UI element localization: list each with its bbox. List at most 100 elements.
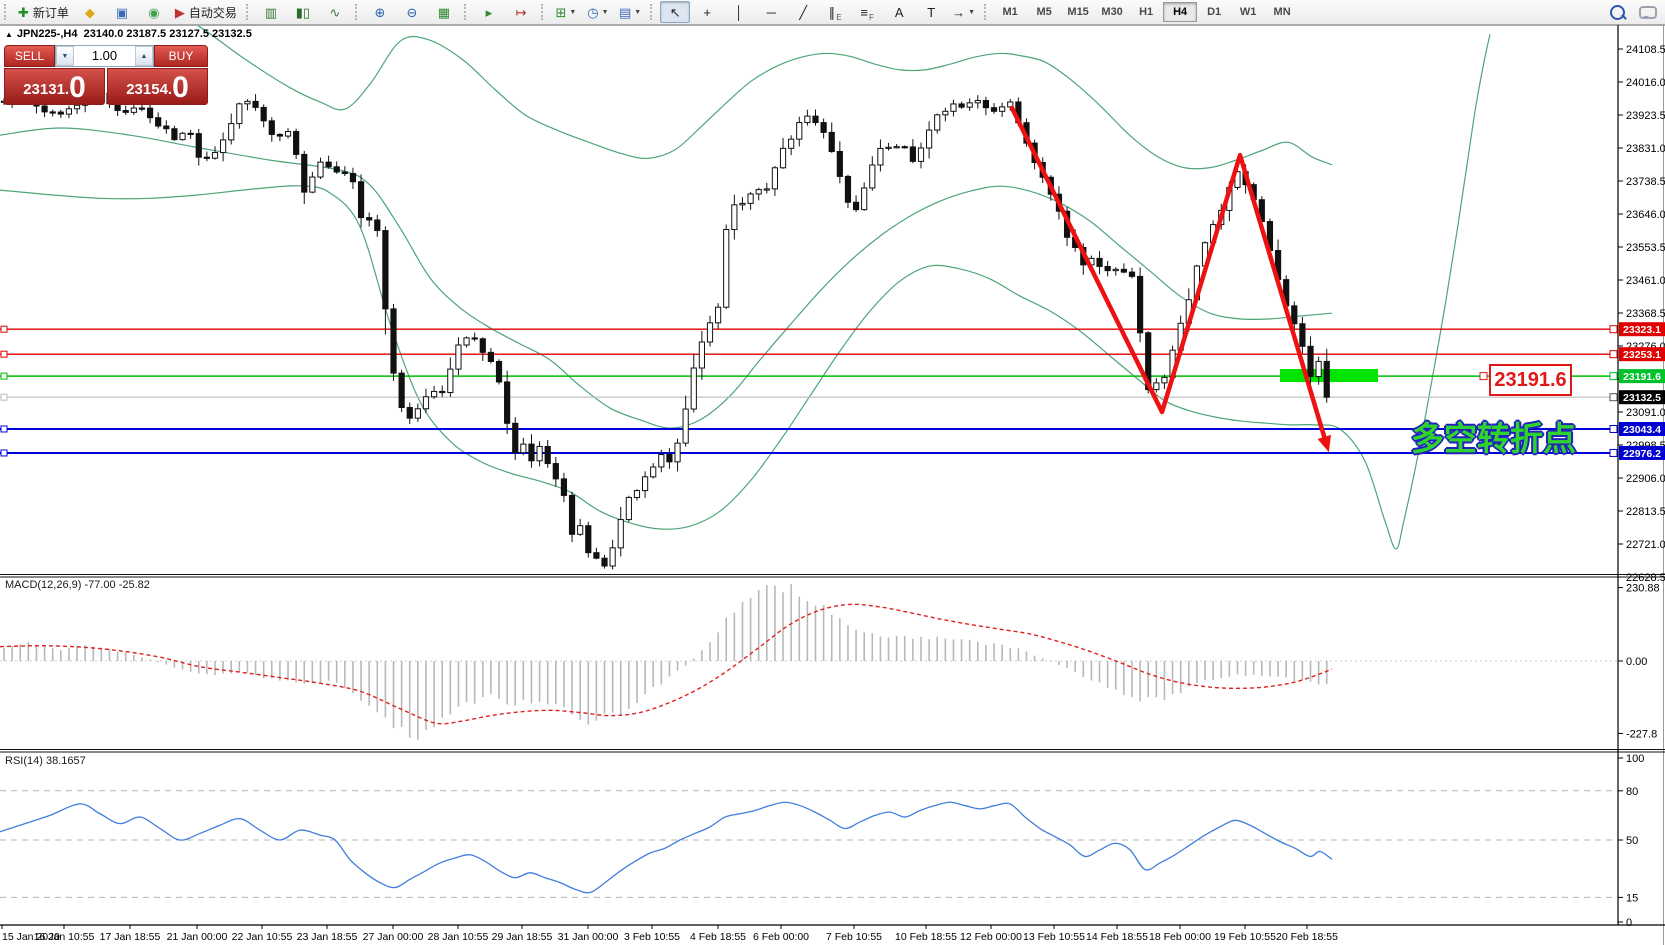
candle-bull [885,146,892,149]
signals-icon[interactable]: ◉ [139,1,169,23]
profiles-button[interactable]: ◷ ▼ [583,1,613,23]
hline-axis-handle[interactable] [1609,350,1618,359]
candle-bull [715,306,722,324]
timeframe-h4[interactable]: H4 [1163,2,1198,22]
hline-axis-handle[interactable] [1609,393,1618,402]
rsi-tick-label: 15 [1626,892,1638,904]
buy-button[interactable]: BUY [154,45,208,67]
candle-bull [877,147,884,166]
hline-axis-handle[interactable] [1609,424,1618,433]
candle-bear [1128,271,1136,277]
market-watch-icon[interactable]: ▣ [107,1,137,23]
sell-button[interactable]: SELL [4,45,55,67]
trendline-button[interactable]: ╱ [788,1,818,23]
candle-bull [1161,376,1168,384]
buy-price[interactable]: 23154. 0 [107,68,208,105]
timeframe-w1[interactable]: W1 [1239,6,1257,18]
candle-bull [430,390,438,398]
chat-icon[interactable] [1639,5,1657,19]
new-order-button[interactable]: ✚ 新订单 [14,1,73,23]
vertical-line-button[interactable]: │ [724,1,754,23]
tile-windows-button[interactable]: ▦ [429,1,459,23]
candle-bear [155,117,162,127]
cursor-button[interactable]: ↖ [660,1,691,23]
price-badge-label: 22976.2 [1623,448,1661,460]
timeframe-m15[interactable]: M15 [1067,6,1089,18]
search-icon[interactable] [1610,4,1625,20]
candle-bear [333,166,340,173]
candle-bear [203,156,210,159]
candle-bear [828,131,835,152]
candle-bear [163,125,170,130]
profiles-button-dropdown-icon[interactable]: ▼ [601,8,609,16]
text-label-button[interactable]: T [916,1,946,23]
candle-bear [909,146,916,162]
price-badge-label: 23191.6 [1623,371,1661,383]
timeframe-d1[interactable]: D1 [1207,6,1222,18]
hline-handle[interactable] [0,425,8,433]
horizontal-line-button[interactable]: ─ [756,1,786,23]
candle-bull [73,104,81,110]
fibonacci-button[interactable]: ≡ F [852,1,882,23]
chart-template-button[interactable]: ▤ ▼ [615,1,645,23]
hline-axis-handle[interactable] [1609,372,1618,381]
timeframe-m1[interactable]: M1 [1002,6,1018,18]
timeframe-h1[interactable]: H1 [1139,6,1154,18]
arrows-button-dropdown-icon[interactable]: ▼ [968,8,976,16]
hline-axis-handle[interactable] [1609,325,1618,334]
auto-scroll-button[interactable]: ▸ [474,1,504,23]
new-chart-button[interactable]: ⊞ ▼ [551,1,581,23]
price-tick-label: 23831.0 [1626,143,1665,155]
hline-axis-handle[interactable] [1609,448,1618,457]
timeframe-m5[interactable]: M5 [1036,6,1052,18]
zoom-in-button[interactable]: ⊕ [365,1,395,23]
hline-handle[interactable] [0,449,8,457]
candle-bear [366,217,373,221]
hline-handle[interactable] [0,393,8,401]
candle-bull [747,193,754,204]
text-button[interactable]: A [884,1,914,23]
rsi-line [0,801,1333,894]
volume-stepper: ▼ 1.00 ▲ [55,45,154,67]
styler-icon[interactable]: ◆ [75,1,105,23]
timeframe-m30[interactable]: M30 [1101,6,1123,18]
price-tick-label: 23553.5 [1626,242,1665,254]
channel-button[interactable]: ∥ E [820,1,850,23]
candle-bear [852,201,860,211]
collapse-icon[interactable]: ▲ [5,30,13,39]
new-chart-button-dropdown-icon[interactable]: ▼ [569,8,577,16]
annotation-text-cn[interactable]: 多空转折点 [1411,420,1576,457]
sell-price[interactable]: 23131. 0 [4,68,105,105]
zoom-out-button[interactable]: ⊖ [397,1,427,23]
candle-bear [325,161,332,168]
chart-template-button-dropdown-icon[interactable]: ▼ [634,8,642,16]
volume-value[interactable]: 1.00 [91,48,118,63]
volume-down-button[interactable]: ▼ [56,46,74,66]
trend-zigzag-arrow[interactable] [1009,105,1329,445]
hline-handle[interactable] [0,350,8,358]
candle-bull [220,139,227,154]
candle-bear [601,557,608,567]
vertical-line-button-icon: │ [735,4,744,20]
price-tick-label: 23738.5 [1626,176,1665,188]
candle-bull [739,202,746,206]
hline-handle[interactable] [0,325,8,333]
channel-button-sub: E [836,13,842,22]
bar-chart-button[interactable]: ▥ [256,1,286,23]
price-callout-label[interactable]: 23191.6 [1489,364,1572,396]
flag-anchor-handle[interactable] [1479,372,1488,381]
auto-trading-button-label: 自动交易 [188,5,237,20]
crosshair-button[interactable]: + [692,1,722,23]
timeframe-mn[interactable]: MN [1273,6,1291,18]
hline-handle[interactable] [0,372,8,380]
arrows-button[interactable]: → ▼ [948,1,979,23]
volume-up-button[interactable]: ▲ [135,46,153,66]
chart-shift-button[interactable]: ↦ [506,1,536,23]
candle-bear [1096,257,1103,267]
line-chart-button[interactable]: ∿ [320,1,350,23]
axes: 24108.5 24016.0 23923.5 23831.0 23738.5 23646… [0,25,1665,943]
new-order-button-icon: ✚ [18,4,29,20]
auto-trading-button[interactable]: ▶ 自动交易 [171,1,241,23]
candlestick-chart-button[interactable]: ▮▯ [288,1,318,23]
